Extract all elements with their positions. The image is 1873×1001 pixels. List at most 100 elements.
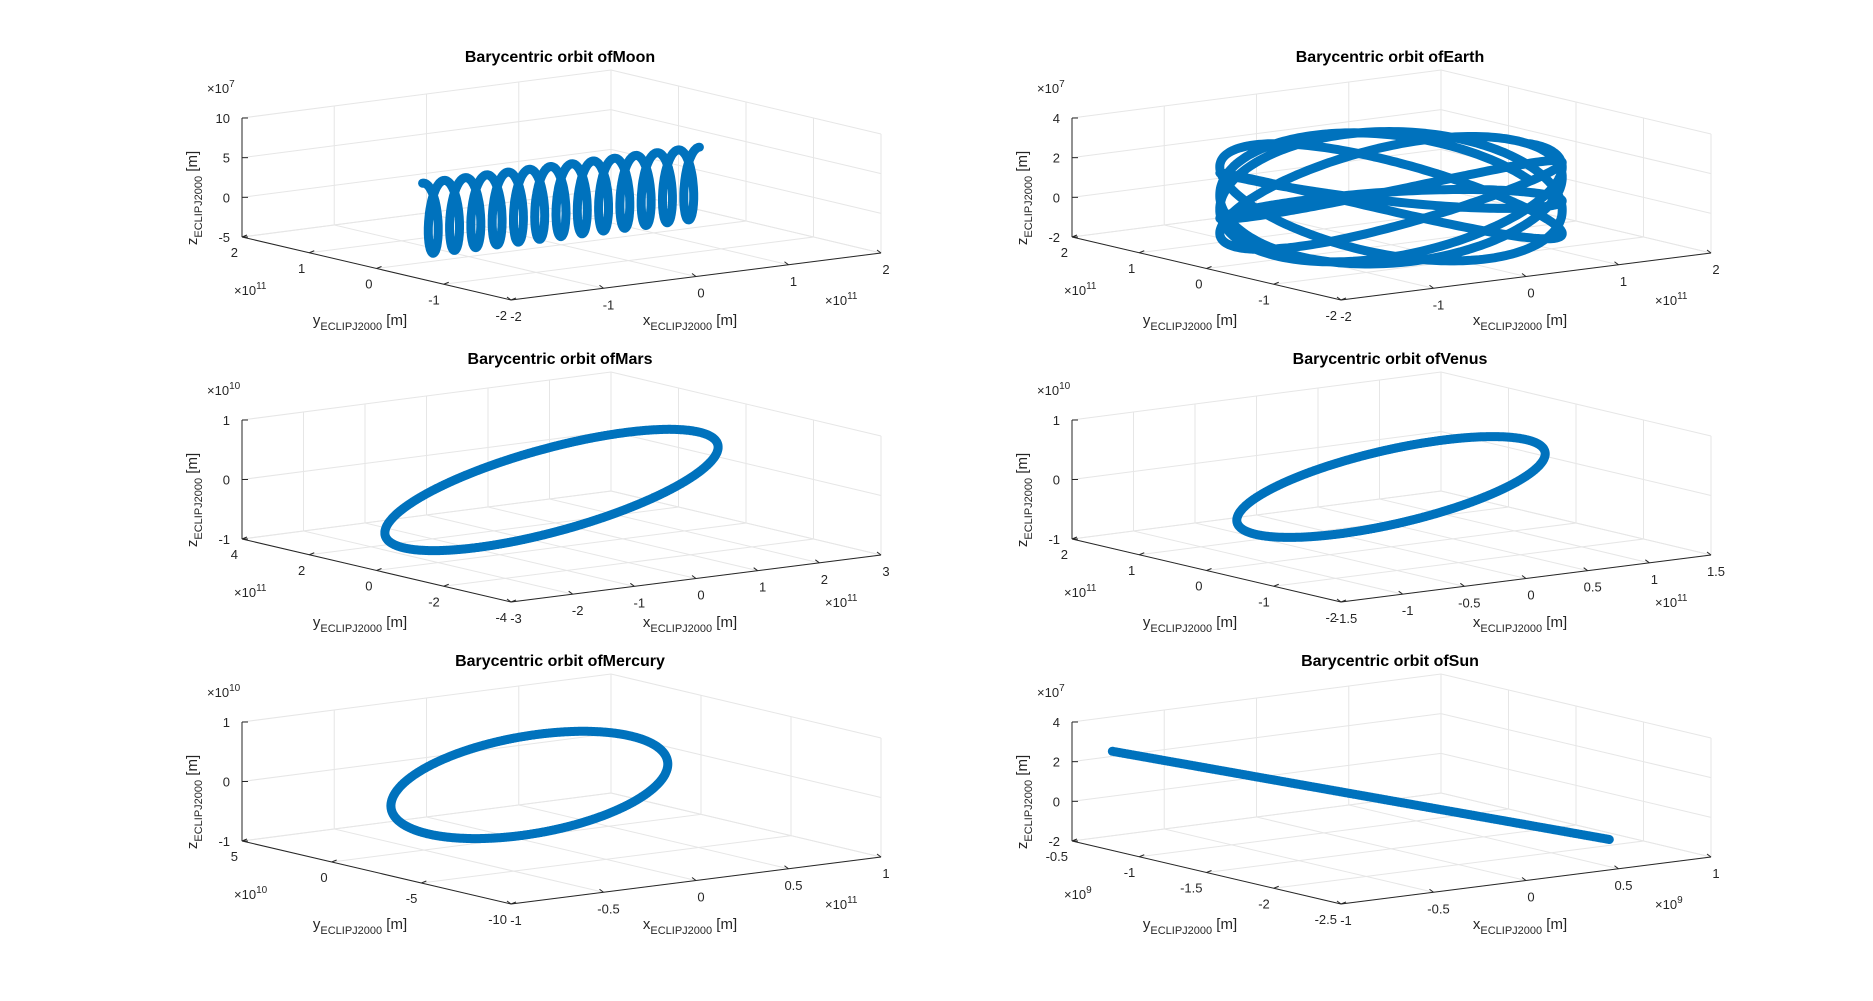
z-axis-label: zECLIPJ2000 [m] [1014,755,1035,849]
y-gridline [1206,404,1577,571]
y-tick-label: -2 [1325,610,1337,625]
x-tick [1336,296,1342,301]
x-tick-label: -1 [634,595,646,610]
z-gridline [241,69,882,135]
z-exponent-label: ×1010 [207,683,241,700]
y-tick-label: 2 [1061,245,1068,260]
z-gridline [1071,148,1712,214]
orbit-line [1215,127,1567,269]
x-exponent-label: ×1011 [1655,291,1688,308]
y-exponent-label-power: 11 [1086,583,1097,594]
x-gridline [1133,412,1403,595]
z-gridline [241,148,882,214]
plot-title: Barycentric orbit ofVenus [1293,351,1488,368]
y-axis-label: yECLIPJ2000 [m] [1143,916,1237,937]
y-tick [1340,297,1347,301]
y-tick [443,583,449,587]
y-tick-label: 2 [298,563,305,578]
z-exponent-label: ×1010 [207,381,241,398]
y-tick-label: -1.5 [1180,881,1202,896]
x-tick [1706,853,1712,858]
x-tick-label: -1 [510,913,522,928]
x-tick-label: 0 [1527,588,1534,603]
x-exponent-label-power: 11 [847,593,858,604]
y-exponent-label-power: 11 [256,281,267,292]
plot-title: Barycentric orbit ofEarth [1296,49,1484,66]
x-gridline [303,412,573,595]
x-tick [630,582,635,587]
x-tick-label: 0 [697,890,704,905]
y-tick-label: -2 [428,594,440,609]
x-tick [815,559,820,564]
x-tick-label: 1 [790,274,797,289]
x-exponent-label: ×1011 [1655,593,1688,610]
gridlines [1071,371,1712,603]
plot-title: Barycentric orbit ofMercury [455,653,665,670]
x-axis-label: xECLIPJ2000 [m] [643,916,737,937]
y-tick-label: -10 [488,912,507,927]
z-tick-label: 1 [223,715,230,730]
y-gridline [1206,706,1577,873]
x-tick-label: -0.5 [1458,595,1480,610]
z-gridline [241,732,882,798]
orbit-line [386,726,673,844]
z-gridline [1071,752,1712,818]
x-axis-label: xECLIPJ2000 [m] [643,312,737,333]
z-tick-label: 2 [1053,151,1060,166]
x-tick [1706,551,1712,556]
x-tick-label: -1.5 [1335,611,1357,626]
z-exponent-label-power: 7 [1059,683,1065,694]
y-tick-label: -2 [1325,308,1337,323]
y-tick [376,266,382,269]
x-exponent-label: ×1011 [825,895,858,912]
x-tick [1521,575,1527,579]
y-tick-label: 1 [1128,261,1135,276]
x-tick [1521,877,1527,881]
subplot-4: Barycentric orbit ofMercury -1 -0.5 0 0.5 1 5 0… [184,653,890,937]
y-tick [1340,901,1347,905]
x-tick-label: 2 [882,262,889,277]
x-tick [1398,590,1403,595]
y-tick [1206,266,1212,269]
z-gridline [1071,792,1712,858]
z-axis-label: zECLIPJ2000 [m] [184,453,205,547]
x-tick [1429,888,1434,893]
x-tick [1583,567,1588,572]
x-gridline [1194,404,1465,587]
z-axis-label: zECLIPJ2000 [m] [184,755,205,849]
y-gridline [1273,722,1644,889]
z-gridline [241,109,882,175]
y-tick [331,859,337,863]
x-tick-label: 1.5 [1707,564,1725,579]
z-tick-label: 10 [216,111,230,126]
x-tick [1521,273,1527,277]
z-tick-label: -5 [218,230,230,245]
x-tick-label: 2 [1712,262,1719,277]
x-tick-label: 0.5 [1584,580,1602,595]
y-tick-label: -4 [495,610,507,625]
x-exponent-label-power: 11 [1677,593,1688,604]
x-tick [568,590,573,595]
z-gridline [241,490,882,556]
x-tick [1706,249,1712,254]
x-tick [506,296,512,301]
y-exponent-label: ×1011 [1064,583,1097,600]
y-gridline [443,420,814,587]
y-axis-label: yECLIPJ2000 [m] [1143,614,1237,635]
x-exponent-label-power: 11 [1677,291,1688,302]
y-axis-label: yECLIPJ2000 [m] [313,614,407,635]
x-tick [506,598,512,603]
orbit-line [1107,746,1614,844]
x-tick [1460,582,1465,587]
y-tick [376,568,382,571]
x-tick-label: 0.5 [1614,878,1632,893]
y-tick-label: -5 [406,891,418,906]
x-gridline [241,420,512,603]
z-axis-label: zECLIPJ2000 [m] [184,151,205,245]
x-tick [599,284,604,289]
z-tick-label: -1 [218,834,230,849]
plot-title: Barycentric orbit ofSun [1301,653,1479,670]
x-tick [876,853,882,858]
x-tick [1336,900,1342,905]
